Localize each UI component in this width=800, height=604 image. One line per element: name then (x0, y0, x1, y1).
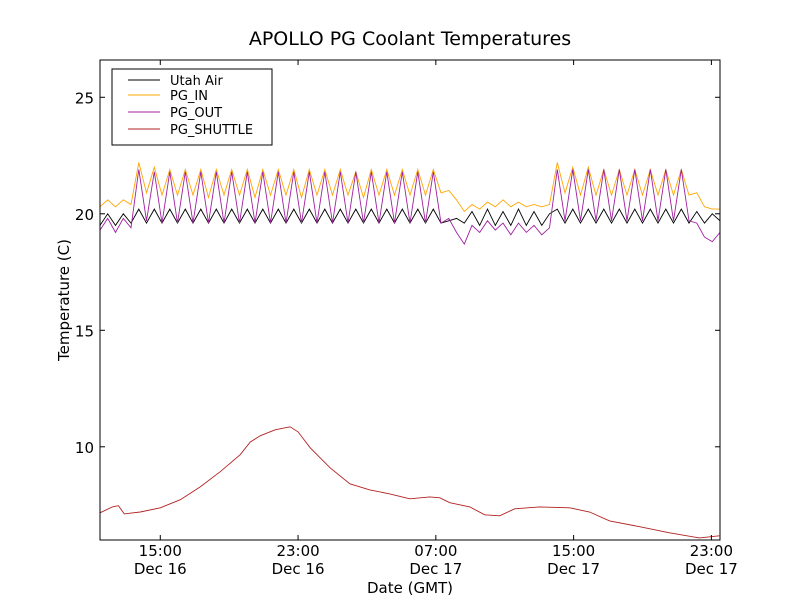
series-line-pg-shuttle (100, 426, 720, 539)
x-tick-label-date: Dec 16 (134, 560, 187, 578)
x-tick-label-date: Dec 16 (272, 560, 325, 578)
x-tick-label-time: 07:00 (414, 542, 457, 560)
y-axis-label: Temperature (C) (55, 239, 73, 362)
series-line-pg-in (99, 162, 720, 213)
legend-label-pg-shuttle: PG_SHUTTLE (170, 123, 253, 138)
x-tick-label-date: Dec 17 (685, 560, 738, 578)
x-tick-label-time: 23:00 (690, 542, 733, 560)
x-tick-label-date: Dec 17 (547, 560, 600, 578)
x-axis-label: Date (GMT) (367, 579, 453, 597)
y-tick-label: 25 (75, 89, 94, 107)
x-tick-label-time: 15:00 (552, 542, 595, 560)
x-tick-label-time: 15:00 (139, 542, 182, 560)
y-tick-label: 15 (75, 322, 94, 340)
series-line-pg-out (99, 169, 721, 246)
plot-area (99, 162, 721, 539)
x-tick-label-time: 23:00 (276, 542, 319, 560)
legend-label-utah-air: Utah Air (170, 74, 223, 89)
legend-label-pg-in: PG_IN (170, 89, 208, 104)
x-tick-label-date: Dec 17 (409, 560, 462, 578)
legend-label-pg-out: PG_OUT (170, 106, 222, 121)
legend-box (111, 68, 273, 146)
y-tick-label: 10 (75, 439, 94, 457)
axes-frame (99, 59, 721, 541)
y-tick-label: 20 (75, 206, 94, 224)
chart-title: APOLLO PG Coolant Temperatures (249, 28, 571, 50)
